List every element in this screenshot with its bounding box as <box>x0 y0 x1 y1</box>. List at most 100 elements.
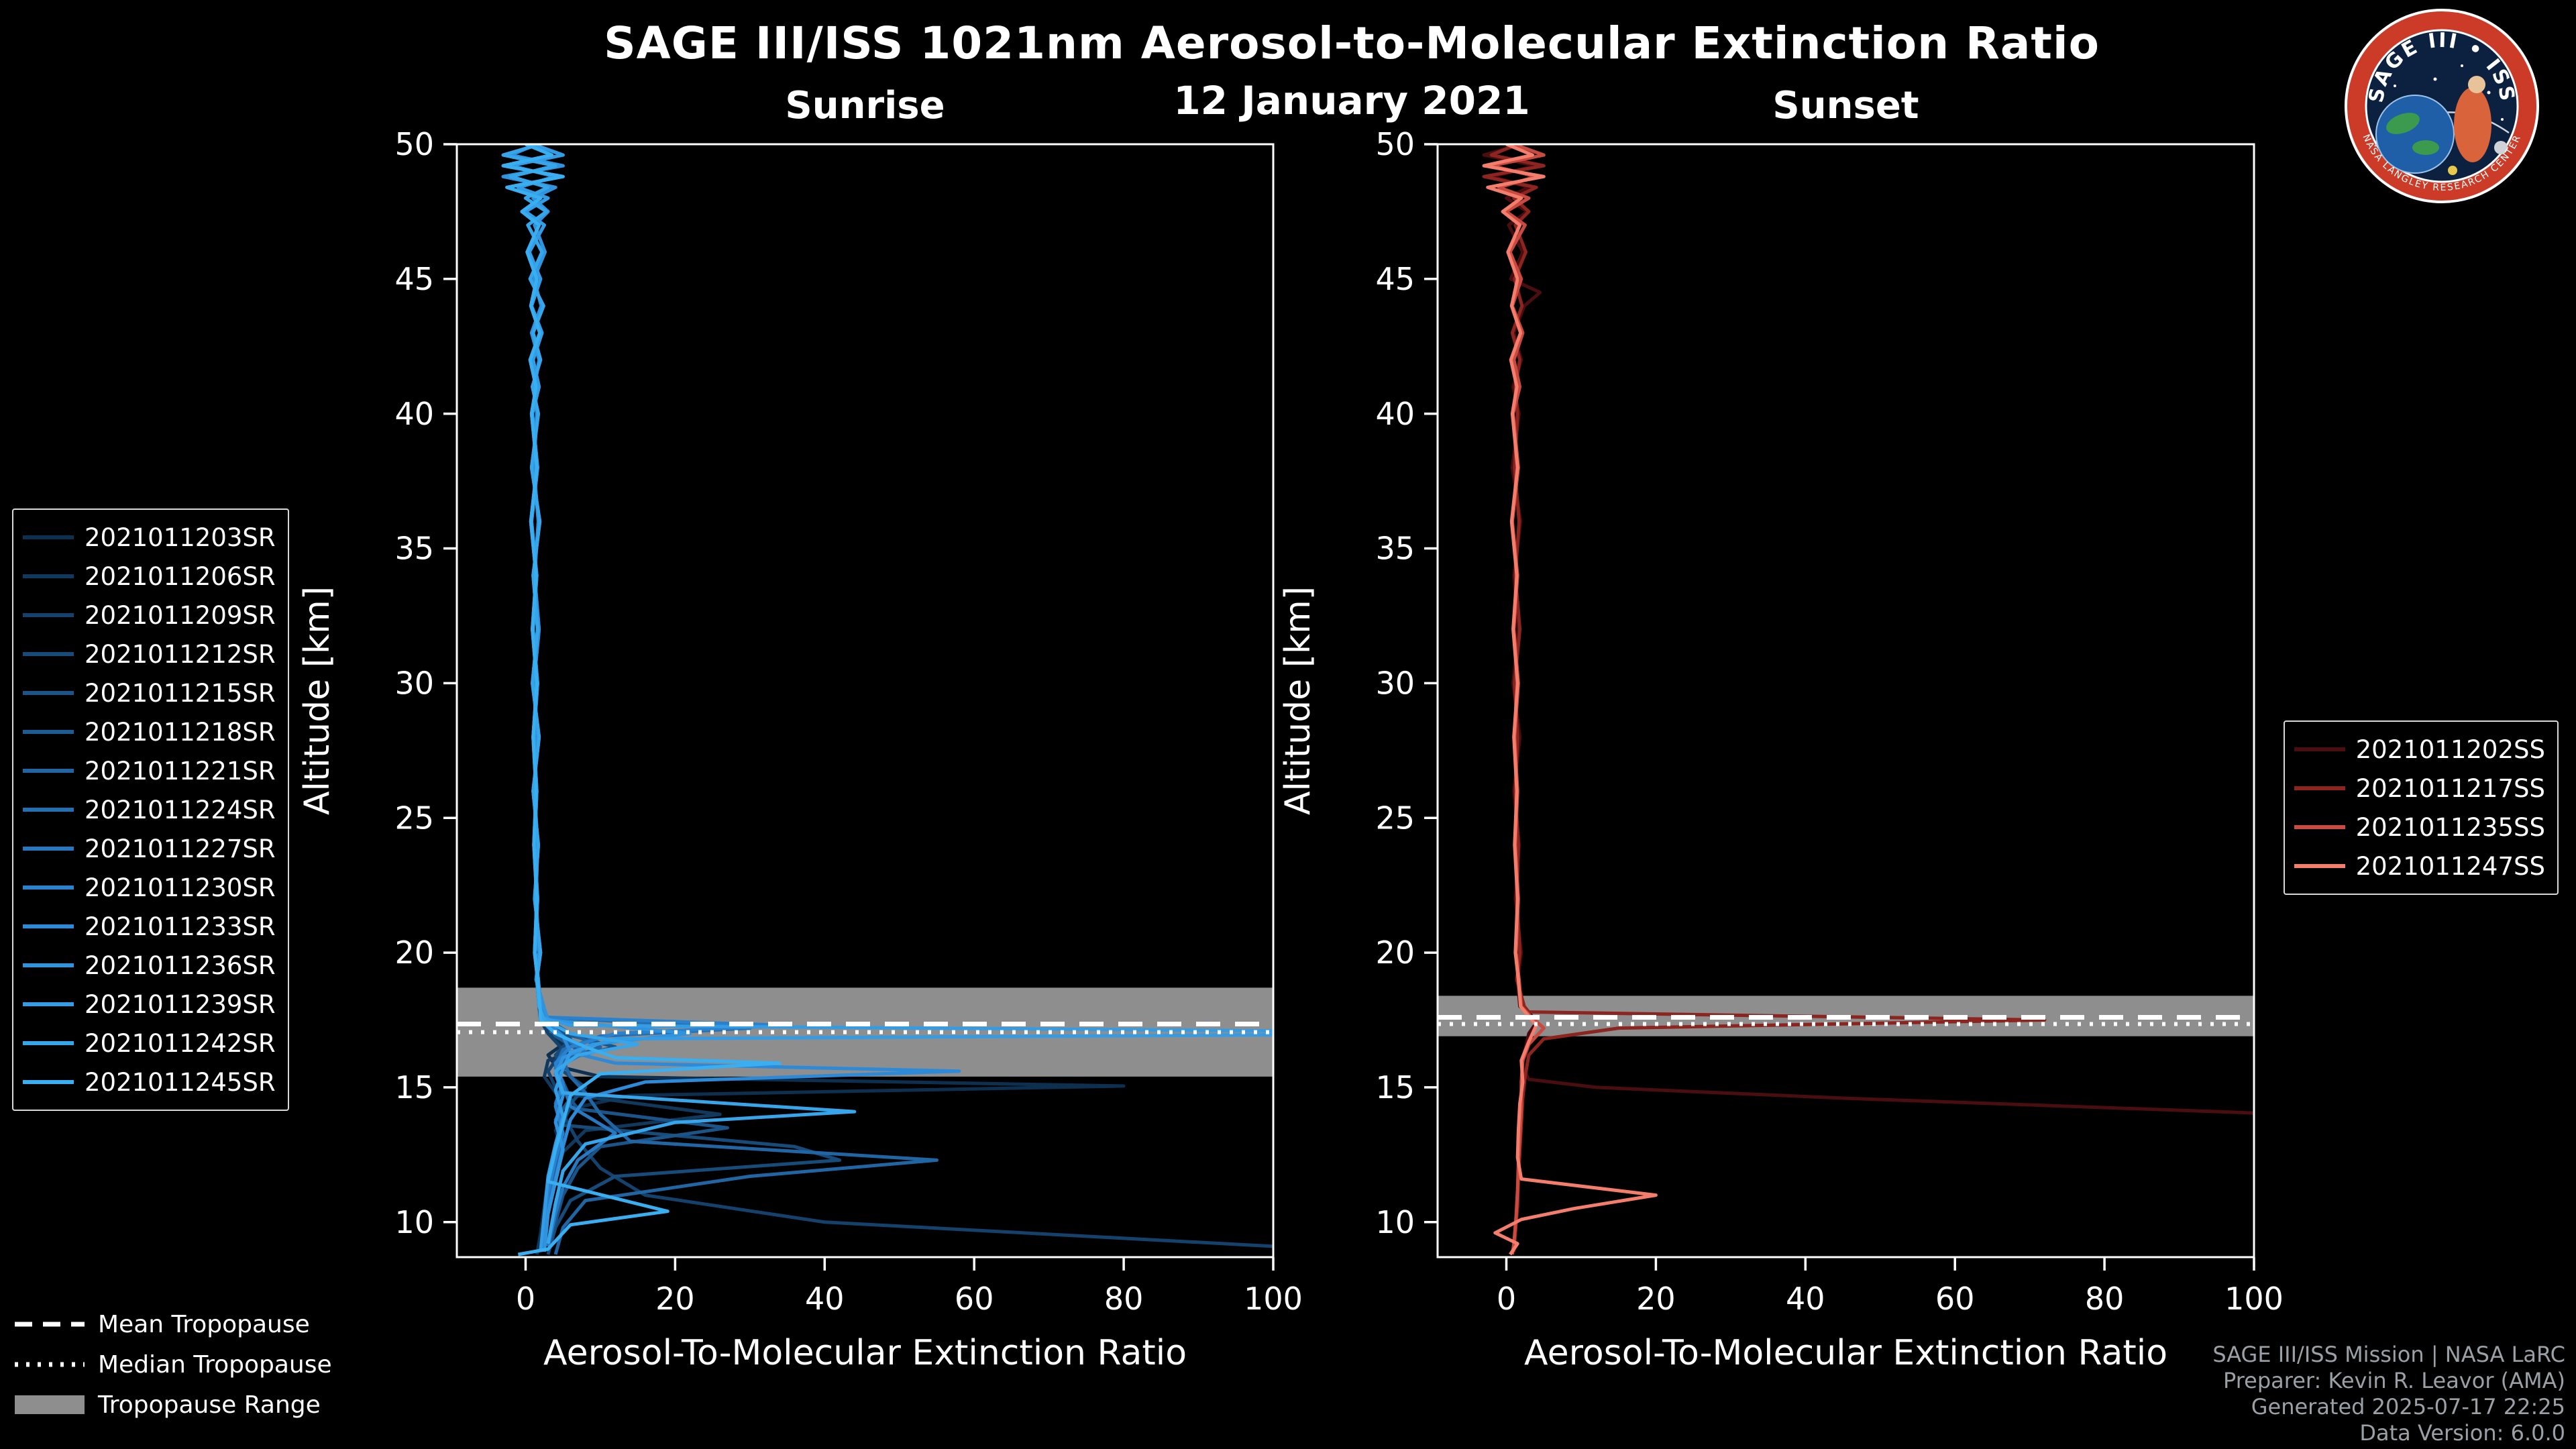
legend-item: 2021011218SR <box>23 712 276 751</box>
legend-label: 2021011203SR <box>85 523 276 552</box>
x-tick-label: 100 <box>1244 1281 1303 1317</box>
x-tick-label: 60 <box>955 1281 994 1317</box>
legend-label: 2021011202SS <box>2355 735 2545 764</box>
legend-swatch <box>23 1041 74 1045</box>
legend-swatch <box>23 652 74 656</box>
legend-item: 2021011235SS <box>2294 808 2545 847</box>
y-tick-label: 50 <box>1375 126 1415 162</box>
data-version: Data Version: 6.0.0 <box>2359 1420 2565 1446</box>
legend-label: 2021011247SS <box>2355 851 2545 881</box>
x-axis-label: Aerosol-To-Molecular Extinction Ratio <box>543 1333 1187 1373</box>
legend-swatch <box>23 535 74 539</box>
legend-swatch <box>23 924 74 928</box>
plot-border <box>1436 143 2255 1258</box>
x-tick-label: 80 <box>1104 1281 1144 1317</box>
page-title: SAGE III/ISS 1021nm Aerosol-to-Molecular… <box>604 17 2100 69</box>
sunrise-legend: 2021011203SR 2021011206SR 2021011209SR 2021… <box>12 508 289 1111</box>
y-tick-label: 10 <box>394 1204 434 1240</box>
legend-item: 2021011233SR <box>23 907 276 946</box>
x-tick-label: 0 <box>1497 1281 1516 1317</box>
y-tick-label: 25 <box>394 800 434 836</box>
mean-tropopause-legend-item: Mean Tropopause <box>15 1304 332 1344</box>
tropopause-range-legend-item: Tropopause Range <box>15 1385 332 1425</box>
legend-swatch <box>23 613 74 617</box>
median-tropopause-legend-item: Median Tropopause <box>15 1344 332 1385</box>
median-tropopause-label: Median Tropopause <box>98 1350 332 1379</box>
legend-item: 2021011236SR <box>23 946 276 985</box>
y-tick-label: 10 <box>1375 1204 1415 1240</box>
sunset-legend: 2021011202SS 2021011217SS 2021011235SS 2021… <box>2283 720 2559 895</box>
legend-label: 2021011242SR <box>85 1028 276 1058</box>
legend-label: 2021011230SR <box>85 873 276 902</box>
legend-label: 2021011206SR <box>85 561 276 591</box>
legend-swatch <box>23 808 74 812</box>
gray-band-swatch <box>15 1395 85 1414</box>
legend-item: 2021011247SS <box>2294 847 2545 885</box>
legend-label: 2021011212SR <box>85 639 276 669</box>
legend-item: 2021011212SR <box>23 635 276 674</box>
profile-line-2021011242SR <box>501 144 857 1244</box>
dashed-line-swatch <box>15 1322 85 1327</box>
legend-label: 2021011215SR <box>85 678 276 708</box>
page-subtitle: 12 January 2021 <box>1173 78 1530 123</box>
logo-figure-head <box>2468 76 2485 93</box>
legend-item: 2021011221SR <box>23 751 276 790</box>
y-tick-label: 45 <box>1375 261 1415 297</box>
tropopause-legend: Mean Tropopause Median Tropopause Tropop… <box>15 1304 332 1425</box>
logo-earth <box>2375 95 2455 174</box>
legend-item: 2021011217SS <box>2294 769 2545 808</box>
legend-label: 2021011221SR <box>85 756 276 786</box>
legend-swatch <box>2294 864 2345 868</box>
legend-label: 2021011224SR <box>85 795 276 824</box>
legend-label: 2021011227SR <box>85 834 276 863</box>
y-tick-label: 15 <box>1375 1069 1415 1106</box>
y-tick-label: 30 <box>1375 665 1415 702</box>
sunrise-plot: 0 20 40 60 80 100 10 15 20 25 30 35 40 45 50 Sunrise Aer… <box>297 84 1303 1373</box>
legend-item: 2021011227SR <box>23 829 276 868</box>
preparer-credit: Preparer: Kevin R. Leavor (AMA) <box>2222 1368 2565 1393</box>
x-tick-label: 100 <box>2224 1281 2284 1317</box>
y-tick-label: 15 <box>394 1069 434 1106</box>
y-tick-label: 25 <box>1375 800 1415 836</box>
y-tick-label: 20 <box>394 934 434 971</box>
panel-title: Sunset <box>1772 84 1919 127</box>
legend-label: 2021011245SR <box>85 1067 276 1097</box>
legend-label: 2021011217SS <box>2355 773 2545 803</box>
logo-stars <box>2394 64 2504 121</box>
legend-swatch <box>2294 786 2345 790</box>
legend-item: 2021011215SR <box>23 674 276 712</box>
y-axis-label: Altitude [km] <box>1278 586 1318 815</box>
legend-item: 2021011203SR <box>23 518 276 557</box>
legend-swatch <box>23 1002 74 1006</box>
logo-figure-robe <box>2454 87 2491 162</box>
y-tick-label: 35 <box>394 531 434 567</box>
mission-credit: SAGE III/ISS Mission | NASA LaRC <box>2212 1342 2565 1367</box>
logo-sun <box>2448 166 2457 175</box>
legend-swatch <box>23 691 74 695</box>
legend-swatch <box>23 885 74 890</box>
panel-title: Sunrise <box>785 84 945 127</box>
legend-item: 2021011224SR <box>23 790 276 829</box>
legend-swatch <box>23 847 74 851</box>
mean-tropopause-label: Mean Tropopause <box>98 1310 310 1338</box>
legend-swatch <box>23 769 74 773</box>
legend-label: 2021011236SR <box>85 951 276 980</box>
x-tick-label: 40 <box>1786 1281 1825 1317</box>
legend-label: 2021011209SR <box>85 600 276 630</box>
legend-swatch <box>2294 747 2345 751</box>
legend-item: 2021011209SR <box>23 596 276 635</box>
x-tick-label: 40 <box>805 1281 845 1317</box>
sunset-plot: 0 20 40 60 80 100 10 15 20 25 30 35 40 45 50 Sunset Aero… <box>1278 84 2284 1373</box>
generated-timestamp: Generated 2025-07-17 22:25 <box>2251 1394 2565 1419</box>
plot-border <box>455 143 1275 1258</box>
x-tick-label: 20 <box>1636 1281 1676 1317</box>
y-tick-label: 40 <box>394 396 434 432</box>
tropopause-range-label: Tropopause Range <box>98 1391 321 1419</box>
legend-swatch <box>23 1080 74 1084</box>
credits: SAGE III/ISS Mission | NASA LaRC Prepare… <box>2212 1342 2565 1446</box>
legend-label: 2021011235SS <box>2355 812 2545 842</box>
y-tick-label: 50 <box>394 126 434 162</box>
legend-label: 2021011239SR <box>85 989 276 1019</box>
logo-earth-land-2 <box>2412 140 2439 155</box>
